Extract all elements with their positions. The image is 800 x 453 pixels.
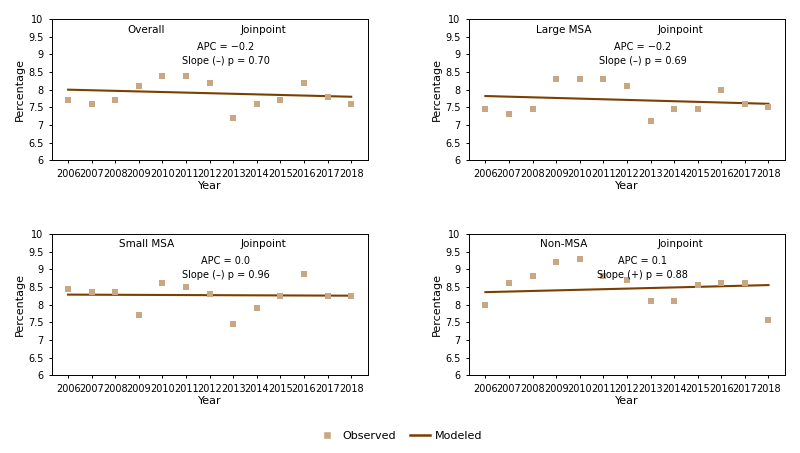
Text: Joinpoint: Joinpoint [241,240,286,250]
Text: Joinpoint: Joinpoint [241,24,286,34]
Point [762,317,775,324]
Point [738,280,751,287]
X-axis label: Year: Year [198,182,222,192]
Point [550,76,562,83]
Text: Large MSA: Large MSA [536,24,591,34]
Point [668,106,681,113]
Point [479,301,492,308]
Point [203,79,216,86]
Point [156,280,169,287]
Point [274,292,287,299]
Point [691,281,704,289]
Point [133,82,146,90]
Point [550,259,562,266]
Point [109,96,122,104]
X-axis label: Year: Year [615,396,638,406]
Point [597,273,610,280]
Point [762,104,775,111]
Point [227,114,240,121]
Point [62,96,74,104]
Text: Overall: Overall [128,24,165,34]
Text: APC = 0.1
Slope (+) p = 0.88: APC = 0.1 Slope (+) p = 0.88 [598,256,688,280]
Point [250,304,263,312]
Point [109,289,122,296]
Point [86,100,98,107]
Point [502,111,515,118]
Point [644,297,657,304]
Text: APC = 0.0
Slope (–) p = 0.96: APC = 0.0 Slope (–) p = 0.96 [182,256,270,280]
Point [526,106,539,113]
Point [574,255,586,262]
Point [345,292,358,299]
Text: Small MSA: Small MSA [119,240,174,250]
Point [203,290,216,298]
Point [597,76,610,83]
Text: Joinpoint: Joinpoint [658,24,703,34]
Point [715,86,728,93]
Y-axis label: Percentage: Percentage [432,273,442,336]
Point [156,72,169,79]
Point [526,273,539,280]
Point [86,289,98,296]
Point [298,271,310,278]
Point [227,320,240,328]
Point [180,283,193,290]
Text: Non-MSA: Non-MSA [540,240,587,250]
Point [621,82,634,90]
Point [133,312,146,319]
Point [345,100,358,107]
Point [180,72,193,79]
Point [502,280,515,287]
Point [644,118,657,125]
Point [62,285,74,292]
Point [250,100,263,107]
Point [715,280,728,287]
Point [738,100,751,107]
Point [322,292,334,299]
Text: Joinpoint: Joinpoint [658,240,703,250]
Point [274,96,287,104]
Point [479,106,492,113]
Legend: Observed, Modeled: Observed, Modeled [313,426,487,445]
Point [621,276,634,284]
X-axis label: Year: Year [198,396,222,406]
Text: APC = −0.2
Slope (–) p = 0.70: APC = −0.2 Slope (–) p = 0.70 [182,42,270,66]
Point [691,106,704,113]
Point [668,297,681,304]
Text: APC = −0.2
Slope (–) p = 0.69: APC = −0.2 Slope (–) p = 0.69 [599,42,686,66]
Y-axis label: Percentage: Percentage [432,58,442,121]
Point [322,93,334,101]
Point [298,79,310,86]
X-axis label: Year: Year [615,182,638,192]
Point [574,76,586,83]
Y-axis label: Percentage: Percentage [15,58,25,121]
Y-axis label: Percentage: Percentage [15,273,25,336]
